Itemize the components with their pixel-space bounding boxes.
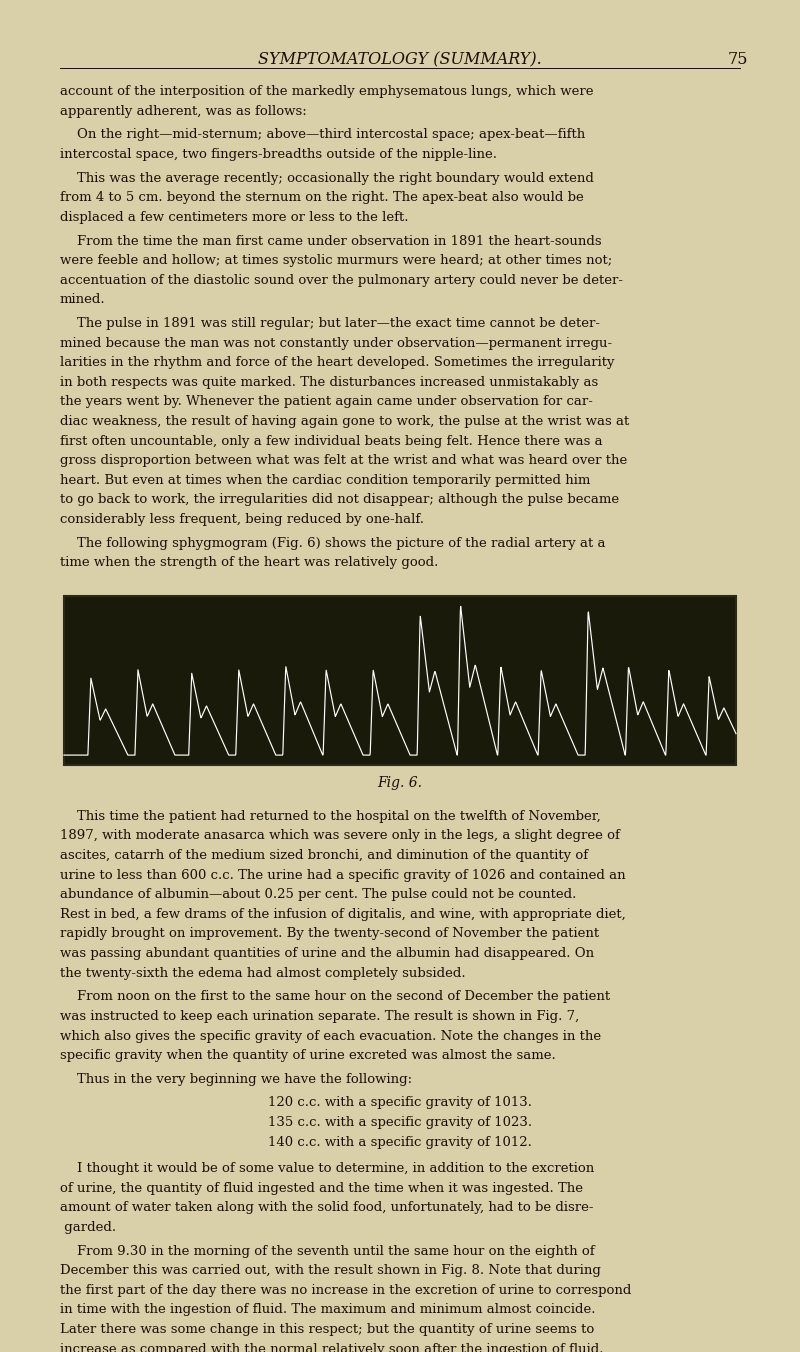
Text: gross disproportion between what was felt at the wrist and what was heard over t: gross disproportion between what was fel… xyxy=(60,454,627,468)
Text: December this was carried out, with the result shown in Fig. 8. Note that during: December this was carried out, with the … xyxy=(60,1264,601,1278)
Text: specific gravity when the quantity of urine excreted was almost the same.: specific gravity when the quantity of ur… xyxy=(60,1049,556,1063)
Text: increase as compared with the normal relatively soon after the ingestion of flui: increase as compared with the normal rel… xyxy=(60,1343,603,1352)
Text: the twenty-sixth the edema had almost completely subsided.: the twenty-sixth the edema had almost co… xyxy=(60,967,466,980)
Text: diac weakness, the result of having again gone to work, the pulse at the wrist w: diac weakness, the result of having agai… xyxy=(60,415,630,429)
Text: Thus in the very beginning we have the following:: Thus in the very beginning we have the f… xyxy=(60,1072,412,1086)
Text: from 4 to 5 cm. beyond the sternum on the right. The apex-beat also would be: from 4 to 5 cm. beyond the sternum on th… xyxy=(60,191,584,204)
Text: The following sphygmogram (Fig. 6) shows the picture of the radial artery at a: The following sphygmogram (Fig. 6) shows… xyxy=(60,537,606,550)
Text: The pulse in 1891 was still regular; but later—the exact time cannot be deter-: The pulse in 1891 was still regular; but… xyxy=(60,316,600,330)
Text: displaced a few centimeters more or less to the left.: displaced a few centimeters more or less… xyxy=(60,211,409,224)
Text: amount of water taken along with the solid food, unfortunately, had to be disre-: amount of water taken along with the sol… xyxy=(60,1201,594,1214)
Text: 1897, with moderate anasarca which was severe only in the legs, a slight degree : 1897, with moderate anasarca which was s… xyxy=(60,829,620,842)
Text: abundance of albumin—about 0.25 per cent. The pulse could not be counted.: abundance of albumin—about 0.25 per cent… xyxy=(60,888,576,902)
Text: 135 c.c. with a specific gravity of 1023.: 135 c.c. with a specific gravity of 1023… xyxy=(268,1115,532,1129)
Text: urine to less than 600 c.c. The urine had a specific gravity of 1026 and contain: urine to less than 600 c.c. The urine ha… xyxy=(60,868,626,882)
Text: in time with the ingestion of fluid. The maximum and minimum almost coincide.: in time with the ingestion of fluid. The… xyxy=(60,1303,595,1317)
Text: 120 c.c. with a specific gravity of 1013.: 120 c.c. with a specific gravity of 1013… xyxy=(268,1096,532,1110)
Text: ascites, catarrh of the medium sized bronchi, and diminution of the quantity of: ascites, catarrh of the medium sized bro… xyxy=(60,849,588,863)
Text: 75: 75 xyxy=(727,51,748,69)
Text: of urine, the quantity of fluid ingested and the time when it was ingested. The: of urine, the quantity of fluid ingested… xyxy=(60,1182,583,1195)
Text: apparently adherent, was as follows:: apparently adherent, was as follows: xyxy=(60,105,306,118)
Text: On the right—mid-sternum; above—third intercostal space; apex-beat—fifth: On the right—mid-sternum; above—third in… xyxy=(60,128,586,142)
Text: heart. But even at times when the cardiac condition temporarily permitted him: heart. But even at times when the cardia… xyxy=(60,473,590,487)
Text: This time the patient had returned to the hospital on the twelfth of November,: This time the patient had returned to th… xyxy=(60,810,601,823)
Text: From 9.30 in the morning of the seventh until the same hour on the eighth of: From 9.30 in the morning of the seventh … xyxy=(60,1244,594,1257)
Text: in both respects was quite marked. The disturbances increased unmistakably as: in both respects was quite marked. The d… xyxy=(60,376,598,389)
Text: account of the interposition of the markedly emphysematous lungs, which were: account of the interposition of the mark… xyxy=(60,85,594,99)
Text: larities in the rhythm and force of the heart developed. Sometimes the irregular: larities in the rhythm and force of the … xyxy=(60,356,614,369)
FancyBboxPatch shape xyxy=(64,596,736,765)
Text: Fig. 6.: Fig. 6. xyxy=(378,776,422,790)
Text: SYMPTOMATOLOGY (SUMMARY).: SYMPTOMATOLOGY (SUMMARY). xyxy=(258,51,542,69)
Text: rapidly brought on improvement. By the twenty-second of November the patient: rapidly brought on improvement. By the t… xyxy=(60,927,599,941)
Text: considerably less frequent, being reduced by one-half.: considerably less frequent, being reduce… xyxy=(60,512,424,526)
Text: was passing abundant quantities of urine and the albumin had disappeared. On: was passing abundant quantities of urine… xyxy=(60,946,594,960)
Text: This was the average recently; occasionally the right boundary would extend: This was the average recently; occasiona… xyxy=(60,172,594,185)
Text: mined.: mined. xyxy=(60,293,106,307)
Text: Later there was some change in this respect; but the quantity of urine seems to: Later there was some change in this resp… xyxy=(60,1322,594,1336)
Text: was instructed to keep each urination separate. The result is shown in Fig. 7,: was instructed to keep each urination se… xyxy=(60,1010,579,1023)
Text: time when the strength of the heart was relatively good.: time when the strength of the heart was … xyxy=(60,556,438,569)
Text: From noon on the first to the same hour on the second of December the patient: From noon on the first to the same hour … xyxy=(60,990,610,1003)
Text: accentuation of the diastolic sound over the pulmonary artery could never be det: accentuation of the diastolic sound over… xyxy=(60,273,623,287)
Text: the years went by. Whenever the patient again came under observation for car-: the years went by. Whenever the patient … xyxy=(60,395,593,408)
Text: 140 c.c. with a specific gravity of 1012.: 140 c.c. with a specific gravity of 1012… xyxy=(268,1136,532,1149)
Text: intercostal space, two fingers-breadths outside of the nipple-line.: intercostal space, two fingers-breadths … xyxy=(60,147,497,161)
Text: I thought it would be of some value to determine, in addition to the excretion: I thought it would be of some value to d… xyxy=(60,1161,594,1175)
Text: garded.: garded. xyxy=(60,1221,116,1234)
Text: the first part of the day there was no increase in the excretion of urine to cor: the first part of the day there was no i… xyxy=(60,1283,631,1297)
Text: which also gives the specific gravity of each evacuation. Note the changes in th: which also gives the specific gravity of… xyxy=(60,1029,601,1042)
Text: From the time the man first came under observation in 1891 the heart-sounds: From the time the man first came under o… xyxy=(60,234,602,247)
Text: were feeble and hollow; at times systolic murmurs were heard; at other times not: were feeble and hollow; at times systoli… xyxy=(60,254,612,268)
Text: first often uncountable, only a few individual beats being felt. Hence there was: first often uncountable, only a few indi… xyxy=(60,434,602,448)
Text: to go back to work, the irregularities did not disappear; although the pulse bec: to go back to work, the irregularities d… xyxy=(60,493,619,507)
Text: Rest in bed, a few drams of the infusion of digitalis, and wine, with appropriat: Rest in bed, a few drams of the infusion… xyxy=(60,907,626,921)
Text: mined because the man was not constantly under observation—permanent irregu-: mined because the man was not constantly… xyxy=(60,337,612,350)
